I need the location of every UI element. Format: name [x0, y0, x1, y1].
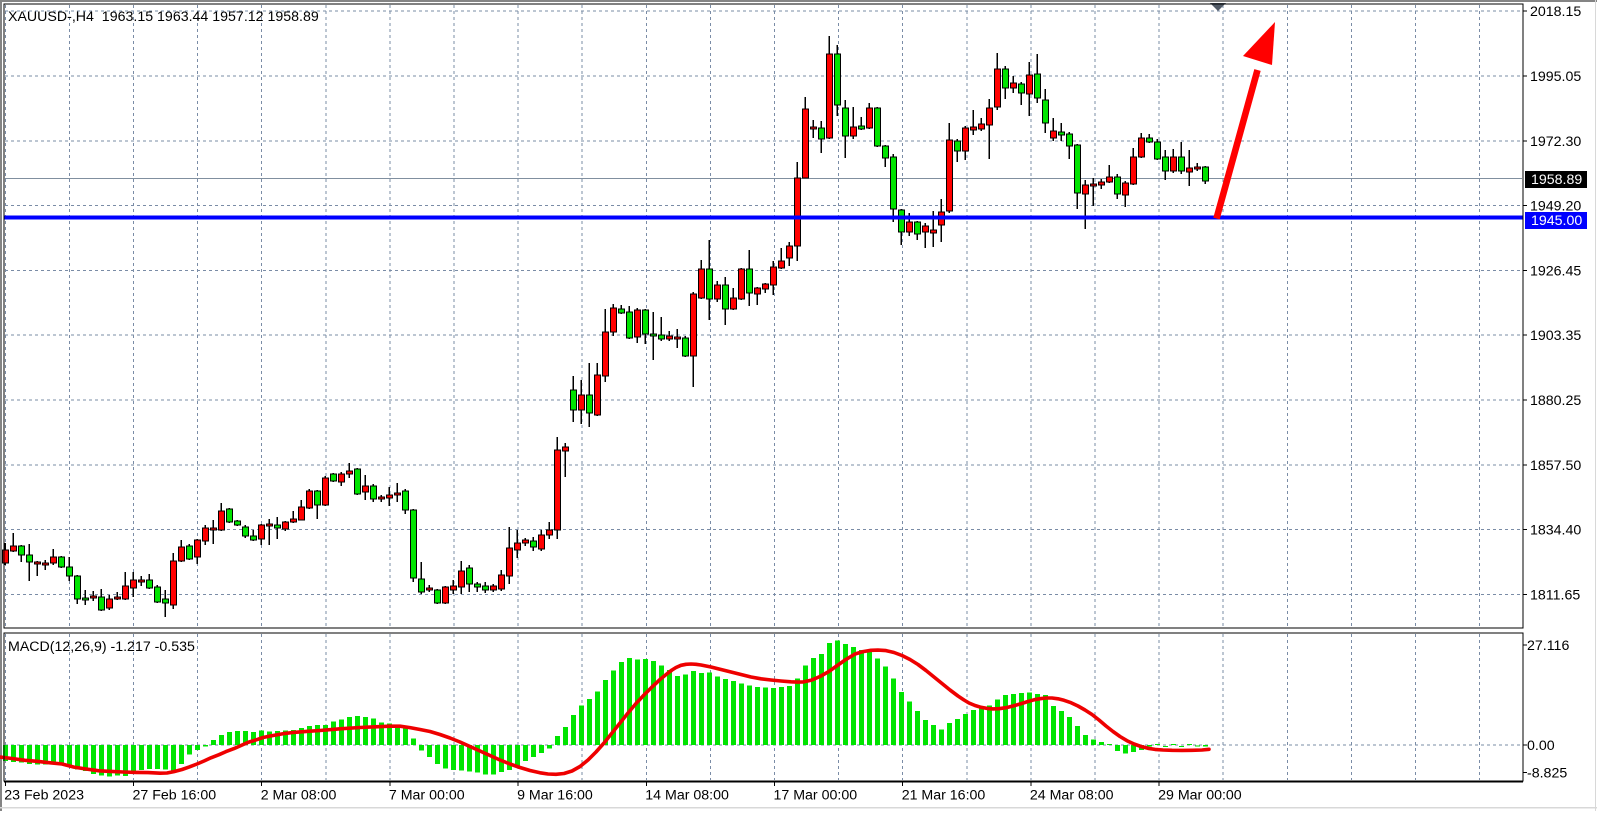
svg-text:21 Mar 16:00: 21 Mar 16:00 [902, 788, 986, 804]
svg-text:9 Mar 16:00: 9 Mar 16:00 [517, 788, 593, 804]
svg-text:1811.65: 1811.65 [1530, 587, 1580, 603]
svg-text:0.00: 0.00 [1527, 738, 1555, 754]
svg-text:23 Feb 2023: 23 Feb 2023 [4, 788, 84, 804]
svg-text:7 Mar 00:00: 7 Mar 00:00 [389, 788, 465, 804]
svg-text:24 Mar 08:00: 24 Mar 08:00 [1030, 788, 1114, 804]
svg-text:17 Mar 00:00: 17 Mar 00:00 [774, 788, 858, 804]
svg-text:1926.45: 1926.45 [1530, 263, 1581, 279]
svg-text:1949.20: 1949.20 [1530, 199, 1581, 215]
svg-text:14 Mar 08:00: 14 Mar 08:00 [645, 788, 729, 804]
svg-text:29 Mar 00:00: 29 Mar 00:00 [1158, 788, 1242, 804]
svg-text:1834.40: 1834.40 [1530, 523, 1581, 539]
svg-text:27.116: 27.116 [1527, 638, 1569, 654]
svg-text:1972.30: 1972.30 [1530, 134, 1581, 150]
svg-text:1958.89: 1958.89 [1531, 172, 1582, 188]
svg-text:1945.00: 1945.00 [1531, 213, 1582, 229]
svg-text:1995.05: 1995.05 [1530, 69, 1581, 85]
svg-text:1880.25: 1880.25 [1530, 393, 1581, 409]
svg-text:MACD(12,26,9) -1.217 -0.535: MACD(12,26,9) -1.217 -0.535 [8, 639, 195, 655]
svg-text:2018.15: 2018.15 [1530, 4, 1581, 20]
svg-text:2 Mar 08:00: 2 Mar 08:00 [261, 788, 337, 804]
svg-text:-8.825: -8.825 [1527, 766, 1567, 782]
svg-text:27 Feb 16:00: 27 Feb 16:00 [133, 788, 217, 804]
svg-text:1857.50: 1857.50 [1530, 458, 1581, 474]
svg-text:XAUUSD-,H4 1963.15 1963.44 19: XAUUSD-,H4 1963.15 1963.44 1957.12 1958.… [8, 9, 319, 25]
svg-text:1903.35: 1903.35 [1530, 328, 1581, 344]
